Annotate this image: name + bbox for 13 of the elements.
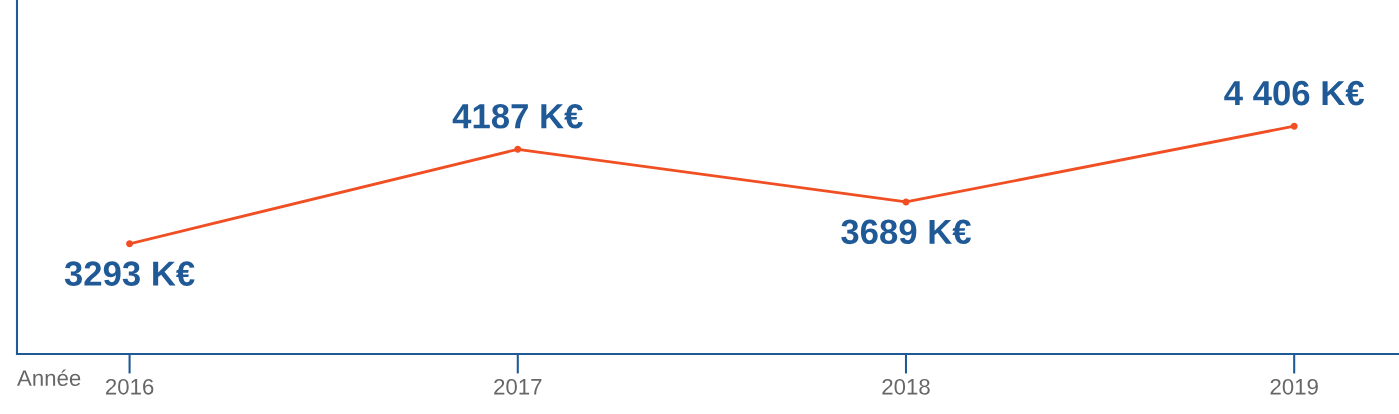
x-axis-title: Année [17,369,81,386]
x-tick-label: 2017 [494,378,542,395]
point [902,198,910,206]
data-label: 4 406 K€ [1224,80,1365,106]
x-tick-label: 2016 [105,378,154,395]
x-tick-label: 2018 [882,378,930,395]
data-label: 3689 K€ [841,219,972,245]
data-label: 4187 K€ [452,103,583,129]
data-label: 3293 K€ [64,261,195,286]
point [514,145,522,153]
point [126,240,134,248]
x-tick-label: 2019 [1270,378,1318,395]
point [1290,122,1298,130]
